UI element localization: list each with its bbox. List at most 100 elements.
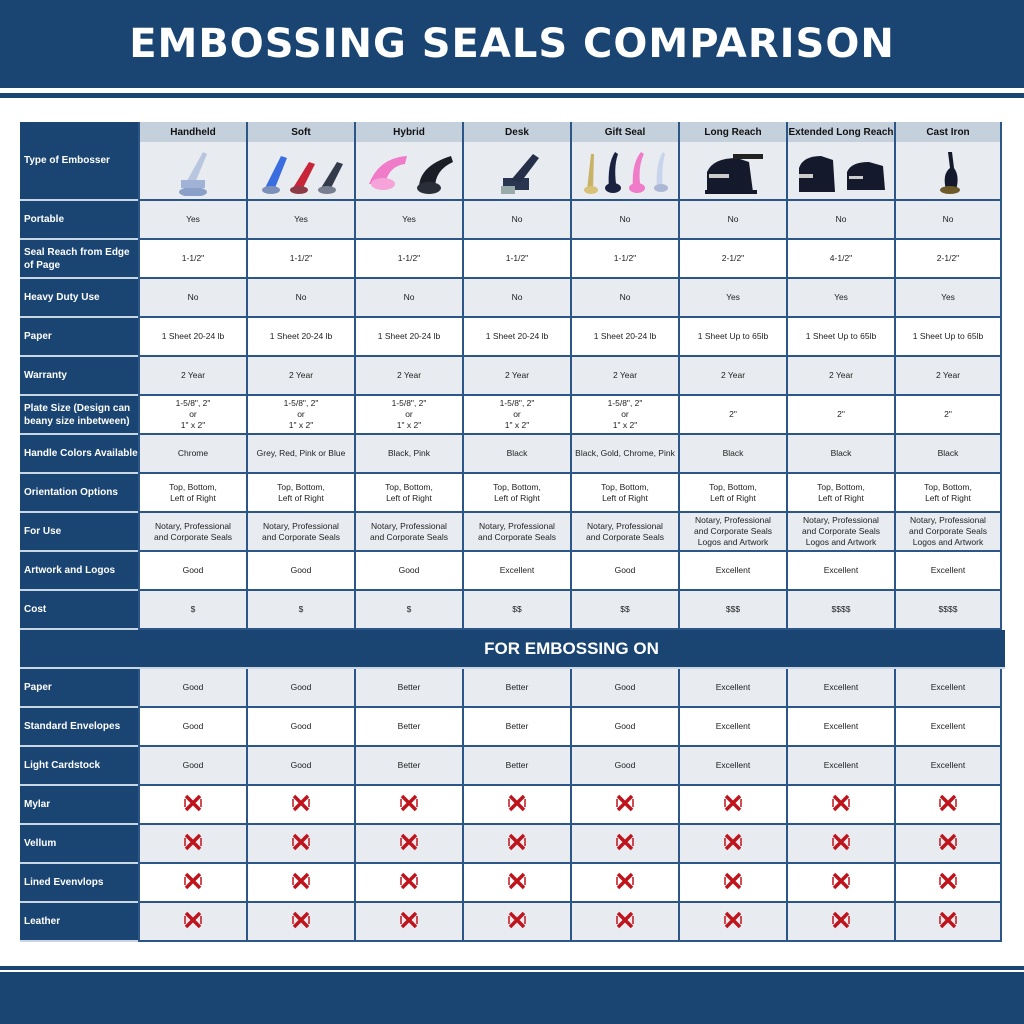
cell-value: Excellent xyxy=(930,721,966,731)
cell-value: Black, Gold, Chrome, Pink xyxy=(575,448,675,458)
table-cell: 1-5/8", 2" or 1" x 2" xyxy=(138,396,246,435)
cross-icon xyxy=(616,911,634,932)
row-label: Heavy Duty Use xyxy=(20,279,138,318)
cell-value: No xyxy=(295,292,307,302)
table-cell xyxy=(786,786,894,825)
table-cell: Excellent xyxy=(678,747,786,786)
table-row-paper: Paper Good Good Better Better Good Excellent Ex… xyxy=(20,669,1005,708)
cell-value: 2 Year xyxy=(504,370,530,380)
table-cell xyxy=(354,903,462,942)
table-cell xyxy=(246,903,354,942)
cell-value: Yes xyxy=(941,292,955,302)
table-cell xyxy=(138,825,246,864)
row-label: Portable xyxy=(20,201,138,240)
row-label: Handle Colors Available xyxy=(20,435,138,474)
table-cell: Better xyxy=(354,747,462,786)
table-cell: 2 Year xyxy=(354,357,462,396)
table-cell: Black, Gold, Chrome, Pink xyxy=(570,435,678,474)
column-hybrid: Hybrid xyxy=(354,122,462,201)
cell-value: 1 Sheet 20-24 lb xyxy=(485,331,549,341)
cell-value: $$$$ xyxy=(938,604,958,614)
table-cell xyxy=(138,786,246,825)
cell-value: Excellent xyxy=(823,721,859,731)
table-cell: No xyxy=(570,201,678,240)
cell-value: Excellent xyxy=(930,760,966,770)
cell-value: 1-5/8", 2" or 1" x 2" xyxy=(283,398,319,430)
cell-value: Better xyxy=(397,682,421,692)
cell-value: Good xyxy=(290,760,312,770)
table-cell: $ xyxy=(138,591,246,630)
table-cell: Excellent xyxy=(894,669,1002,708)
extended-long-reach-embossers-image xyxy=(791,142,891,199)
column-soft: Soft xyxy=(246,122,354,201)
table-cell xyxy=(354,825,462,864)
cell-value: $ xyxy=(298,604,304,614)
cell-value: Excellent xyxy=(715,565,751,575)
cell-value: Better xyxy=(397,721,421,731)
table-cell: 1 Sheet 20-24 lb xyxy=(354,318,462,357)
cell-value: $$ xyxy=(620,604,630,614)
table-cell: Better xyxy=(354,708,462,747)
cell-value: 1-1/2" xyxy=(397,253,421,263)
cell-value: Top, Bottom, Left of Right xyxy=(493,481,541,503)
table-cell: 1-1/2" xyxy=(354,240,462,279)
table-cell: Yes xyxy=(246,201,354,240)
cross-icon xyxy=(184,833,202,854)
cross-icon xyxy=(184,872,202,893)
divider xyxy=(0,93,1024,98)
cell-value: No xyxy=(619,214,631,224)
table-cell: Excellent xyxy=(786,747,894,786)
table-cell: No xyxy=(462,201,570,240)
table-cell: 2" xyxy=(786,396,894,435)
column-header: Hybrid xyxy=(356,122,462,142)
cell-value: Excellent xyxy=(823,682,859,692)
table-row-standard-envelopes: Standard Envelopes Good Good Better Better Go… xyxy=(20,708,1005,747)
table-cell: Notary, Professional and Corporate Seals… xyxy=(678,513,786,552)
cell-value: Notary, Professional and Corporate Seals… xyxy=(909,515,987,547)
cell-value: 2 Year xyxy=(396,370,422,380)
table-row-light-cardstock: Light Cardstock Good Good Better Better Good E… xyxy=(20,747,1005,786)
table-cell: Black, Pink xyxy=(354,435,462,474)
cross-icon xyxy=(508,833,526,854)
cell-value: Black xyxy=(937,448,959,458)
title-banner: EMBOSSING SEALS COMPARISON xyxy=(0,0,1024,88)
cross-icon xyxy=(616,794,634,815)
table-cell: 1-1/2" xyxy=(138,240,246,279)
column-header: Long Reach xyxy=(680,122,786,142)
column-handheld: Handheld xyxy=(138,122,246,201)
cross-icon xyxy=(724,794,742,815)
cell-value: No xyxy=(942,214,954,224)
cross-icon xyxy=(832,911,850,932)
table-cell: 1 Sheet 20-24 lb xyxy=(462,318,570,357)
table-cell xyxy=(246,864,354,903)
table-cell: Yes xyxy=(354,201,462,240)
cell-value: 1-1/2" xyxy=(181,253,205,263)
cell-value: Good xyxy=(614,565,636,575)
cell-value: Excellent xyxy=(715,721,751,731)
cross-icon xyxy=(184,794,202,815)
table-row-paper: Paper 1 Sheet 20-24 lb 1 Sheet 20-24 lb 1 S… xyxy=(20,318,1005,357)
table-cell xyxy=(570,825,678,864)
table-cell: 1 Sheet 20-24 lb xyxy=(570,318,678,357)
cell-value: Top, Bottom, Left of Right xyxy=(385,481,433,503)
cell-value: Yes xyxy=(402,214,416,224)
table-cell: Top, Bottom, Left of Right xyxy=(462,474,570,513)
column-header: Cast Iron xyxy=(896,122,1000,142)
cell-value: Grey, Red, Pink or Blue xyxy=(256,448,346,458)
table-cell: Excellent xyxy=(678,669,786,708)
table-cell: 2 Year xyxy=(462,357,570,396)
header-row: Type of Embosser Handheld Soft Hybrid Desk Gi… xyxy=(20,122,1005,201)
column-header: Gift Seal xyxy=(572,122,678,142)
table-cell: No xyxy=(678,201,786,240)
table-cell: Top, Bottom, Left of Right xyxy=(246,474,354,513)
cross-icon xyxy=(184,911,202,932)
table-cell: 2" xyxy=(678,396,786,435)
cell-value: No xyxy=(187,292,199,302)
table-cell: Notary, Professional and Corporate Seals xyxy=(570,513,678,552)
cell-value: Top, Bottom, Left of Right xyxy=(924,481,972,503)
cross-icon xyxy=(400,794,418,815)
row-label: Leather xyxy=(20,903,138,942)
table-cell: Good xyxy=(138,708,246,747)
cell-value: Good xyxy=(182,682,204,692)
table-cell: Chrome xyxy=(138,435,246,474)
